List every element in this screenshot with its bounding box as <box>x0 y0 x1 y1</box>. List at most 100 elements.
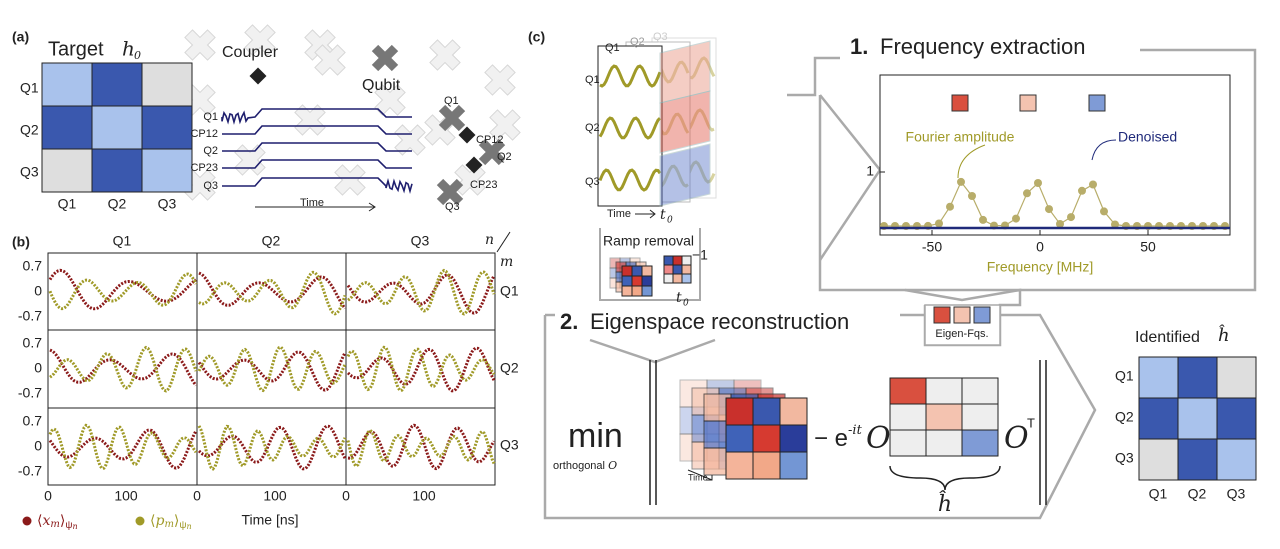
coupler-label: Coupler <box>222 44 279 61</box>
x-tick-label: 100 <box>412 488 436 504</box>
matrix-cell <box>41 105 93 150</box>
y-tick-label: -0.7 <box>18 385 42 401</box>
trace <box>598 168 662 192</box>
minus-e: − e <box>814 425 848 452</box>
time-label: Time <box>607 208 631 220</box>
row-label: Q1 <box>20 80 39 96</box>
min: min <box>568 417 623 455</box>
matrix-cell <box>752 424 781 453</box>
annotation-arrow <box>1091 139 1117 161</box>
stack-col: Q1 <box>605 42 620 54</box>
fourier-line <box>884 180 1225 227</box>
legend-swatch <box>135 516 145 526</box>
trace <box>347 268 496 316</box>
step-title: Eigenspace reconstruction <box>590 309 849 334</box>
x-tick-label: -50 <box>922 239 942 255</box>
chip-element <box>394 124 426 156</box>
norm-bars <box>1039 360 1047 505</box>
x-tick-label: 100 <box>114 488 138 504</box>
col-label: Q3 <box>158 196 177 212</box>
norm-bars <box>649 360 657 505</box>
t0-sub: 0 <box>667 216 673 226</box>
time-label: Time <box>688 472 708 482</box>
title: Target <box>48 38 104 60</box>
matrix-cell <box>141 148 193 193</box>
chip-element <box>489 109 521 141</box>
color-key <box>1088 94 1106 112</box>
matrix-cell <box>681 264 692 275</box>
chip-label: CP12 <box>476 134 504 146</box>
matrix-cell <box>641 265 653 277</box>
matrix-cell <box>925 429 963 457</box>
x-tick-label: 100 <box>263 488 287 504</box>
matrix-cell <box>779 424 808 453</box>
id-sym: ĥ <box>1218 323 1230 346</box>
stack-row: Q2 <box>585 122 600 134</box>
coupler-icon <box>458 126 476 144</box>
matrix-cell <box>1177 397 1218 440</box>
legend-part: n <box>187 522 192 531</box>
matrix-cell <box>91 62 143 107</box>
matrix-cell <box>1216 397 1257 440</box>
matrix-cell <box>961 377 999 405</box>
pulse <box>222 125 412 135</box>
matrix-cell <box>641 285 653 297</box>
stack-col: Q2 <box>630 36 645 48</box>
col-label: Q2 <box>108 196 127 212</box>
pulse <box>222 142 412 152</box>
matrix-cell <box>725 424 754 453</box>
matrix-cell <box>681 255 692 266</box>
x-tick-label: 0 <box>44 488 52 504</box>
step-title: Frequency extraction <box>880 34 1085 59</box>
row-label: Q1 <box>500 283 519 299</box>
trace <box>346 273 496 315</box>
matrix-cell <box>621 265 633 277</box>
trace <box>197 424 347 471</box>
x-tick-label: 0 <box>342 488 350 504</box>
matrix-cell <box>631 285 643 297</box>
connector <box>599 228 701 301</box>
t0: t <box>676 290 682 306</box>
legend-part: n <box>72 522 77 531</box>
plot-frame <box>879 74 1231 236</box>
matrix-cell <box>889 377 927 405</box>
slice <box>659 143 711 207</box>
slice <box>659 40 711 104</box>
ramp-label: Ramp removal <box>603 233 694 249</box>
legend-swatch <box>22 516 32 526</box>
qubit-icon <box>371 44 399 72</box>
chip-label: CP23 <box>470 179 498 191</box>
exponent: -it <box>848 423 863 438</box>
panel-label: (b) <box>12 234 30 250</box>
annotation: Denoised <box>1118 129 1177 145</box>
legend-part: ⟨ <box>37 512 42 528</box>
legend-part: m <box>50 519 59 530</box>
qubit-label: Qubit <box>362 77 401 94</box>
panel-label: (a) <box>12 29 29 45</box>
pulse <box>222 177 413 194</box>
pulse-label: CP12 <box>190 128 218 140</box>
trace <box>346 428 496 469</box>
m-label: m <box>500 254 513 270</box>
hhat: ĥ <box>938 490 952 517</box>
plot-frame <box>47 252 496 486</box>
matrix-cell <box>1177 356 1218 399</box>
matrix-cell <box>1216 356 1257 399</box>
pulse-label: CP23 <box>190 162 218 174</box>
coupler-icon <box>465 156 483 174</box>
chip-element <box>334 164 366 196</box>
matrix-cell <box>1216 438 1257 481</box>
brace <box>889 465 1001 491</box>
matrix-cell <box>779 451 808 480</box>
matrix-cell <box>1138 438 1179 481</box>
time-arrow <box>255 202 376 212</box>
trace <box>346 345 496 393</box>
matrix-cell <box>621 285 633 297</box>
qubit-icon <box>438 104 466 132</box>
trace <box>48 428 198 470</box>
eigen-label: Eigen-Fqs. <box>935 328 988 340</box>
pulse-label: Q2 <box>203 145 218 157</box>
pulse-label: Q1 <box>203 111 218 123</box>
color-key <box>951 94 969 112</box>
stack-row: Q1 <box>585 74 600 86</box>
